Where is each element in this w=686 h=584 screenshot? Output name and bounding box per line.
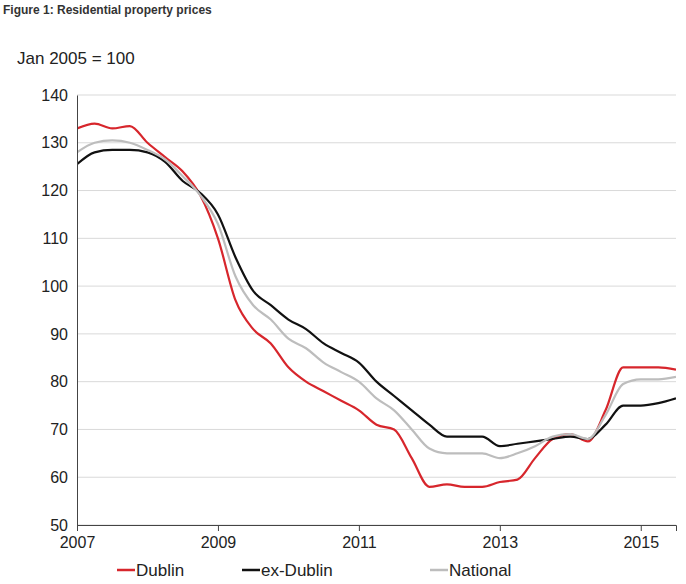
y-tick-label: 110 <box>42 230 68 247</box>
grid-line <box>77 286 676 287</box>
y-tick: 70 <box>50 421 77 438</box>
legend-swatch <box>430 569 448 572</box>
x-tick-mark <box>641 525 642 531</box>
legend-label: ex-Dublin <box>261 561 333 580</box>
grid-line <box>77 190 676 191</box>
y-tick: 50 <box>50 517 77 534</box>
x-tick: 2013 <box>483 525 519 551</box>
x-tick: 2011 <box>342 525 377 551</box>
x-tick-mark <box>77 525 78 531</box>
x-tick-mark <box>359 525 360 531</box>
y-tick-label: 130 <box>41 134 68 151</box>
grid-line <box>77 95 676 96</box>
x-tick-label: 2011 <box>342 534 377 551</box>
y-tick-label: 70 <box>50 421 68 438</box>
plot-area <box>77 124 676 487</box>
y-tick: 110 <box>42 230 77 247</box>
x-tick-label: 2007 <box>60 534 96 551</box>
y-tick-label: 90 <box>50 326 68 343</box>
x-tick-mark <box>500 525 501 531</box>
y-tick: 90 <box>50 326 77 343</box>
y-tick: 120 <box>41 182 77 199</box>
legend-label: Dublin <box>136 561 184 580</box>
y-tick: 60 <box>50 469 77 486</box>
y-tick-label: 120 <box>41 182 68 199</box>
y-tick: 80 <box>50 373 77 390</box>
x-tick: 2015 <box>623 525 659 551</box>
x-tick-label: 2009 <box>201 534 237 551</box>
grid-line <box>77 477 676 478</box>
x-tick-label: 2013 <box>483 534 519 551</box>
series-line <box>77 140 676 458</box>
y-tick-label: 80 <box>50 373 68 390</box>
series-line <box>77 124 676 487</box>
y-tick: 100 <box>41 278 77 295</box>
y-tick-label: 50 <box>50 517 68 534</box>
x-axis: 2007 2009 2011 2013 2015 <box>60 525 677 551</box>
grid-line <box>77 429 676 430</box>
y-tick: 140 <box>41 87 77 104</box>
title: Figure 1: Residential property prices <box>3 3 212 17</box>
x-tick: 2009 <box>201 525 237 551</box>
grid <box>77 95 676 525</box>
series-line <box>77 150 676 446</box>
legend: Dublin ex-Dublin National <box>117 561 511 580</box>
grid-line <box>77 238 676 239</box>
legend-swatch <box>242 569 260 572</box>
grid-line <box>77 333 676 334</box>
y-tick-label: 60 <box>50 469 68 486</box>
x-tick-mark <box>218 525 219 531</box>
y-tick: 130 <box>41 134 77 151</box>
legend-swatch <box>117 569 135 572</box>
x-tick-label: 2015 <box>623 534 659 551</box>
y-axis-line <box>77 96 78 526</box>
y-tick-label: 100 <box>41 278 68 295</box>
x-axis-line <box>78 526 677 532</box>
grid-line <box>77 142 676 143</box>
subtitle: Jan 2005 = 100 <box>17 49 135 68</box>
y-axis: 50 60 70 80 90 100 110 120 130 140 <box>41 87 77 534</box>
y-tick-label: 140 <box>41 87 68 104</box>
chart: Figure 1: Residential property prices Jan… <box>0 0 686 584</box>
legend-label: National <box>449 561 511 580</box>
